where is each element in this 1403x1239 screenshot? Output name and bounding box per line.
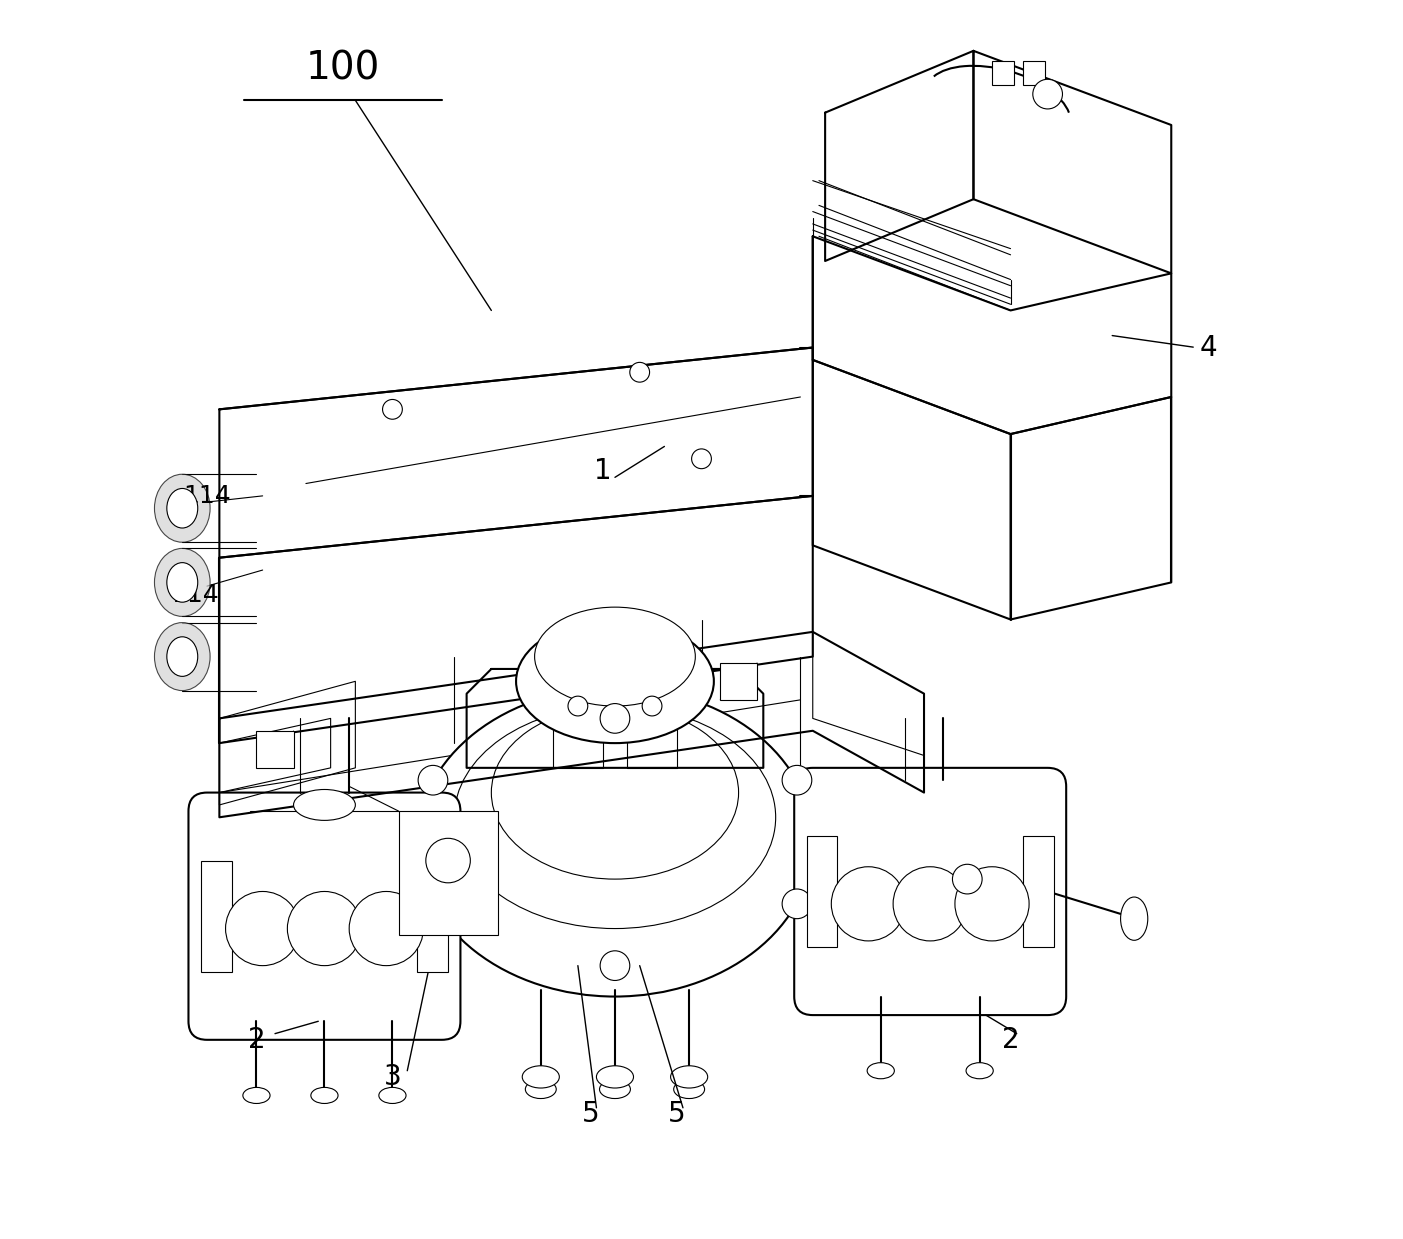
Ellipse shape: [417, 688, 812, 996]
Text: 2: 2: [1002, 1026, 1020, 1054]
Circle shape: [643, 696, 662, 716]
FancyBboxPatch shape: [1023, 836, 1054, 947]
Ellipse shape: [293, 789, 355, 820]
Ellipse shape: [967, 1063, 993, 1079]
FancyBboxPatch shape: [398, 812, 498, 934]
Ellipse shape: [599, 1080, 630, 1099]
Ellipse shape: [525, 1080, 556, 1099]
Circle shape: [383, 399, 403, 419]
Circle shape: [953, 865, 982, 895]
FancyBboxPatch shape: [417, 861, 448, 971]
Ellipse shape: [243, 1088, 269, 1104]
Circle shape: [832, 867, 905, 940]
Ellipse shape: [522, 1066, 560, 1088]
Ellipse shape: [867, 1063, 894, 1079]
Ellipse shape: [491, 706, 738, 880]
Circle shape: [418, 890, 448, 918]
Circle shape: [955, 867, 1028, 940]
Text: 5: 5: [581, 1100, 599, 1127]
Circle shape: [1033, 79, 1062, 109]
Text: 2: 2: [248, 1026, 265, 1054]
Circle shape: [600, 950, 630, 980]
FancyBboxPatch shape: [1023, 61, 1045, 85]
Circle shape: [349, 892, 424, 965]
FancyBboxPatch shape: [201, 861, 231, 971]
Circle shape: [630, 362, 650, 382]
Circle shape: [781, 890, 812, 918]
Ellipse shape: [167, 488, 198, 528]
FancyBboxPatch shape: [188, 793, 460, 1040]
Ellipse shape: [154, 549, 210, 617]
Ellipse shape: [154, 622, 210, 690]
Text: 100: 100: [306, 50, 380, 88]
FancyBboxPatch shape: [992, 61, 1014, 85]
Circle shape: [427, 839, 470, 883]
Ellipse shape: [379, 1088, 405, 1104]
Ellipse shape: [516, 620, 714, 743]
Circle shape: [226, 892, 300, 965]
Text: 5: 5: [668, 1100, 686, 1127]
Circle shape: [568, 696, 588, 716]
Circle shape: [600, 704, 630, 733]
Ellipse shape: [596, 1066, 634, 1088]
Ellipse shape: [1121, 897, 1148, 940]
Circle shape: [894, 867, 967, 940]
FancyBboxPatch shape: [794, 768, 1066, 1015]
Text: 114: 114: [184, 484, 231, 508]
Ellipse shape: [671, 1066, 707, 1088]
Circle shape: [692, 449, 711, 468]
Ellipse shape: [535, 607, 696, 706]
Ellipse shape: [167, 637, 198, 676]
Ellipse shape: [673, 1080, 704, 1099]
Text: 114: 114: [171, 582, 219, 607]
Text: 1: 1: [593, 457, 612, 486]
Ellipse shape: [154, 475, 210, 543]
Circle shape: [418, 766, 448, 795]
FancyBboxPatch shape: [807, 836, 838, 947]
Text: 4: 4: [1200, 333, 1218, 362]
FancyBboxPatch shape: [720, 663, 758, 700]
FancyBboxPatch shape: [257, 731, 293, 768]
Text: 3: 3: [383, 1063, 401, 1090]
Ellipse shape: [455, 706, 776, 928]
Circle shape: [288, 892, 362, 965]
Circle shape: [781, 766, 812, 795]
Ellipse shape: [167, 563, 198, 602]
Ellipse shape: [311, 1088, 338, 1104]
